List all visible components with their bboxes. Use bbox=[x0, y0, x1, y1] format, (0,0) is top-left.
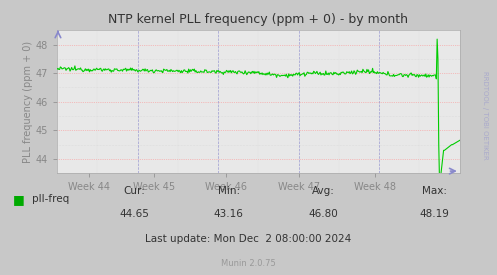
Text: Min:: Min: bbox=[218, 186, 240, 196]
Text: 43.16: 43.16 bbox=[214, 209, 244, 219]
Title: NTP kernel PLL frequency (ppm + 0) - by month: NTP kernel PLL frequency (ppm + 0) - by … bbox=[108, 13, 409, 26]
Text: 48.19: 48.19 bbox=[420, 209, 450, 219]
Text: pll-freq: pll-freq bbox=[32, 194, 70, 204]
Text: 46.80: 46.80 bbox=[308, 209, 338, 219]
Text: 44.65: 44.65 bbox=[119, 209, 149, 219]
Text: Munin 2.0.75: Munin 2.0.75 bbox=[221, 260, 276, 268]
Text: Last update: Mon Dec  2 08:00:00 2024: Last update: Mon Dec 2 08:00:00 2024 bbox=[146, 234, 351, 244]
Text: RRDTOOL / TOBI OETIKER: RRDTOOL / TOBI OETIKER bbox=[482, 71, 488, 160]
Y-axis label: PLL frequency (ppm + 0): PLL frequency (ppm + 0) bbox=[23, 41, 33, 163]
Text: Max:: Max: bbox=[422, 186, 447, 196]
Text: Avg:: Avg: bbox=[312, 186, 334, 196]
Text: Cur:: Cur: bbox=[123, 186, 145, 196]
Text: ■: ■ bbox=[12, 193, 24, 206]
